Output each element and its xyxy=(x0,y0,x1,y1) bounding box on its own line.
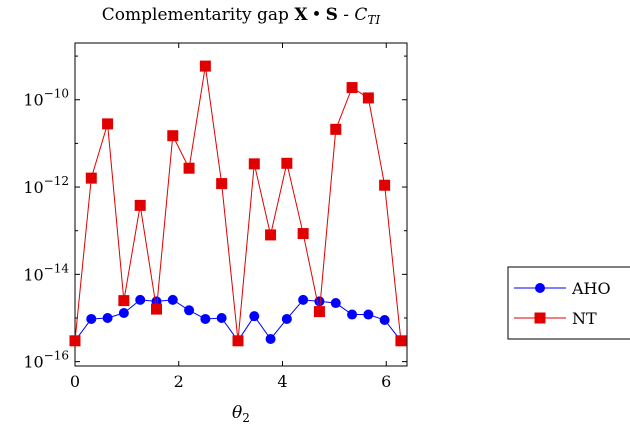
data-point-aho xyxy=(249,311,260,322)
data-point-aho xyxy=(118,308,129,319)
y-tick-label: 10−12 xyxy=(23,174,69,197)
data-point-nt xyxy=(232,335,244,347)
data-point-aho xyxy=(379,314,390,325)
x-tick-label: 2 xyxy=(174,372,184,391)
legend-label-aho: AHO xyxy=(571,279,611,298)
data-point-nt xyxy=(102,118,114,130)
series-layer xyxy=(69,60,407,347)
y-axis-ticks: 10−16 10−14 10−12 10−10 xyxy=(23,55,407,372)
data-point-nt xyxy=(346,82,358,94)
data-point-nt xyxy=(199,60,211,72)
data-point-aho xyxy=(330,298,341,309)
data-point-aho xyxy=(102,312,113,323)
data-point-aho xyxy=(298,294,309,305)
data-point-nt xyxy=(281,157,293,169)
data-point-nt xyxy=(150,303,162,315)
data-point-aho xyxy=(167,294,178,305)
data-point-nt xyxy=(297,228,309,240)
data-point-nt xyxy=(183,162,195,174)
data-point-aho xyxy=(135,294,146,305)
data-point-nt xyxy=(379,179,391,191)
y-tick-label: 10−16 xyxy=(23,349,69,372)
x-tick-label: 6 xyxy=(381,372,391,391)
data-point-nt xyxy=(85,172,97,184)
chart-title: Complementarity gap X • S - CTI xyxy=(102,5,381,27)
data-point-nt xyxy=(216,178,228,190)
x-axis-ticks: 0 2 4 6 xyxy=(70,43,391,391)
y-tick-label: 10−10 xyxy=(23,87,69,110)
data-point-nt xyxy=(69,335,81,347)
plot-area-frame xyxy=(74,42,408,367)
data-point-nt xyxy=(265,229,277,241)
x-axis-label: θ2 xyxy=(232,403,250,425)
data-point-aho xyxy=(363,309,374,320)
data-point-nt xyxy=(362,92,374,104)
data-point-aho xyxy=(347,309,358,320)
data-point-nt xyxy=(395,335,407,347)
data-point-nt xyxy=(167,130,179,142)
data-point-aho xyxy=(265,334,276,345)
data-point-nt xyxy=(313,306,325,318)
y-tick-label: 10−14 xyxy=(23,261,69,284)
legend-box xyxy=(507,266,630,340)
data-point-nt xyxy=(118,295,130,307)
data-point-nt xyxy=(134,199,146,211)
data-point-aho xyxy=(184,305,195,316)
x-tick-label: 4 xyxy=(277,372,287,391)
data-point-nt xyxy=(330,123,342,135)
legend: AHO NT xyxy=(507,266,630,340)
legend-marker-aho xyxy=(535,283,545,293)
legend-marker-nt xyxy=(534,312,546,324)
data-point-aho xyxy=(314,296,325,307)
legend-label-nt: NT xyxy=(572,309,597,328)
data-point-aho xyxy=(86,313,97,324)
data-point-nt xyxy=(248,158,260,170)
data-point-aho xyxy=(216,312,227,323)
legend-items: AHO NT xyxy=(514,279,611,328)
data-point-aho xyxy=(281,313,292,324)
data-point-aho xyxy=(200,313,211,324)
x-tick-label: 0 xyxy=(70,372,80,391)
